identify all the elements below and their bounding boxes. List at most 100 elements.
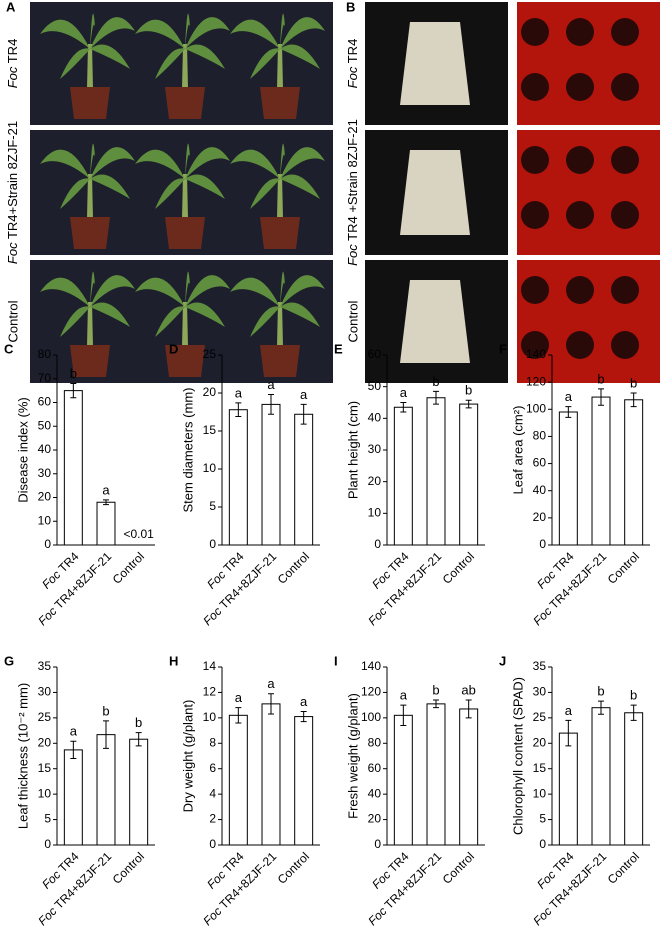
y-tick-label: 60 [38,395,52,409]
pseudostem [277,174,283,219]
y-tick-label: 10 [38,786,52,800]
leaf [230,277,280,307]
leaf [280,174,320,199]
y-tick-label: 20 [533,510,547,524]
y-tick-label: 140 [361,659,381,673]
significance-letter: b [102,703,109,718]
vessel [566,331,594,359]
y-tick-label: 8 [209,735,216,749]
error-bar [565,719,572,747]
significance-letter: a [300,387,308,402]
leaf [90,143,95,179]
leaf [230,19,280,49]
vessel [566,276,594,304]
y-tick-label: 50 [368,379,382,393]
bar [393,406,413,546]
y-tick-label: 25 [533,710,547,724]
vessel [521,331,549,359]
leaf [90,271,95,307]
error-bar [300,711,307,723]
leaf [90,174,130,199]
y-tick-label: 35 [533,659,547,673]
significance-letter: a [70,724,78,739]
y-tick-label: 4 [209,786,216,800]
significance-letter: a [267,676,275,691]
pseudostem [182,302,188,347]
y-tick-label: 40 [533,483,547,497]
leaf [280,44,320,69]
error-bar [433,699,439,709]
stem-section [400,150,470,235]
leaf [155,306,185,337]
pot [70,217,110,249]
y-tick-label: 20 [368,812,382,826]
x-tick-label: Control [275,849,312,886]
y-tick-label: 40 [38,442,52,456]
y-tick-label: 0 [374,537,381,551]
y-tick-label: 30 [38,466,52,480]
y-tick-label: 15 [38,761,52,775]
x-tick-label: Control [275,549,312,586]
y-axis-title: Dry weight (g/plant) [180,700,195,813]
row-label: Foc TR4+Strain 8ZJF-21 [5,121,20,264]
vessel [521,201,549,229]
error-bar [70,383,77,399]
value-label: <0.01 [123,527,154,541]
leaf [60,306,90,337]
x-tick-label: Control [440,549,477,586]
bar [591,396,611,546]
y-tick-label: 70 [38,371,52,385]
bar [129,738,149,846]
error-bar [235,402,242,418]
row-label: Foc TR4 +Strain 8ZJF-21 [345,119,360,266]
pseudostem [277,302,283,347]
leaf [250,306,280,337]
bar [624,399,644,546]
significance-letter: b [432,682,439,697]
leaf [40,149,90,179]
error-bar [433,390,439,405]
panel-label: E [334,341,343,356]
vessel [611,276,639,304]
significance-letter: b [597,684,604,699]
row-label: Foc TR4 [5,39,20,89]
panel-label: H [169,653,178,668]
y-tick-label: 2 [209,812,216,826]
bar [96,501,116,546]
bar [96,734,116,846]
y-tick-label: 20 [203,385,217,399]
bar [294,716,314,846]
y-tick-label: 6 [209,761,216,775]
y-tick-label: 120 [526,374,546,388]
y-tick-label: 80 [38,347,52,361]
bar [63,749,83,846]
bar [261,403,281,546]
stem-section [400,280,470,363]
y-tick-label: 25 [38,710,52,724]
leaf [90,275,135,307]
significance-letter: a [300,694,308,709]
significance-letter: a [235,385,243,400]
x-tick-label: Control [605,849,642,886]
y-tick-label: 30 [368,442,382,456]
y-axis-title: Leaf thickness (10⁻² mm) [15,683,30,829]
y-tick-label: 10 [203,461,217,475]
leaf [185,271,190,307]
error-bar [565,406,572,418]
error-bar [465,399,472,409]
leaf [280,302,320,327]
y-axis-title: Leaf area (cm²) [510,406,525,495]
row-label: Control [345,300,360,342]
significance-letter: a [400,385,408,400]
y-tick-label: 25 [203,347,217,361]
vessel [611,331,639,359]
pot [165,345,205,377]
y-tick-label: 40 [368,411,382,425]
bar [228,714,248,846]
significance-letter: a [267,377,275,392]
panel-label: B [346,0,355,14]
vessel [566,73,594,101]
pseudostem [182,174,188,219]
significance-letter: b [465,383,472,398]
y-tick-label: 35 [38,659,52,673]
